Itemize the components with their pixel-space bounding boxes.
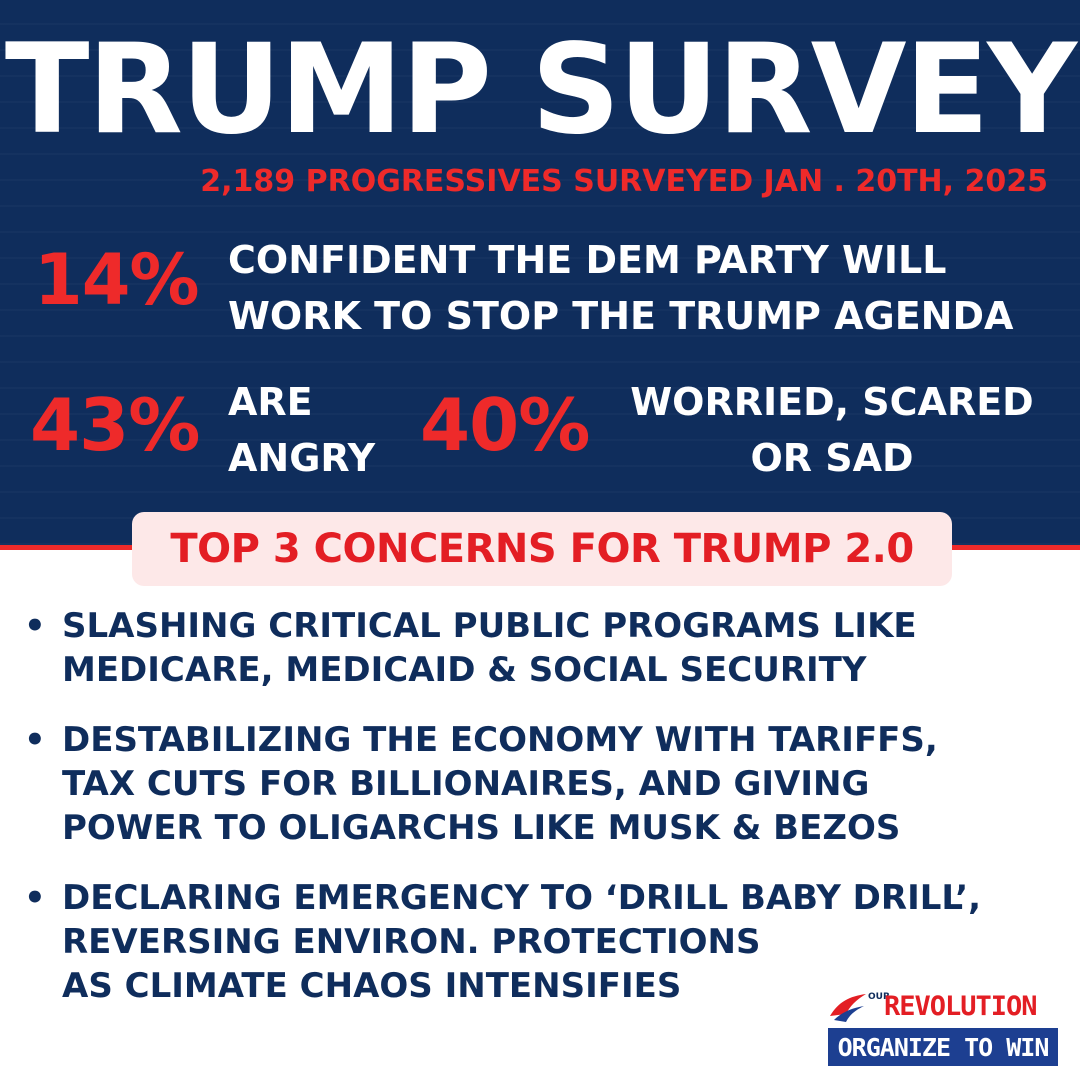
stat-worried-label: WORRIED, SCARED OR SAD <box>630 380 1034 480</box>
logo-tagline-bar: ORGANIZE TO WIN <box>828 1028 1058 1066</box>
list-item: • DECLARING EMERGENCY TO ‘DRILL BABY DRI… <box>24 876 1054 1008</box>
concern-text: DESTABILIZING THE ECONOMY WITH TARIFFS, … <box>62 720 938 848</box>
concern-text: DECLARING EMERGENCY TO ‘DRILL BABY DRILL… <box>62 878 982 1006</box>
list-item: • DESTABILIZING THE ECONOMY WITH TARIFFS… <box>24 718 1054 850</box>
our-revolution-logo: OUR REVOLUTION ORGANIZE TO WIN <box>828 990 1058 1066</box>
stat-angry-value: 43% <box>30 383 200 467</box>
stat-angry-label: ARE ANGRY <box>228 380 376 480</box>
bullet-icon: • <box>24 720 46 760</box>
concerns-heading: TOP 3 CONCERNS FOR TRUMP 2.0 <box>170 526 914 572</box>
survey-subtitle: 2,189 PROGRESSIVES SURVEYED JAN . 20TH, … <box>200 164 1048 199</box>
page-title: TRUMP SURVEY <box>4 18 1077 162</box>
logo-revolution-text: REVOLUTION <box>884 991 1038 1022</box>
header-panel: TRUMP SURVEY 2,189 PROGRESSIVES SURVEYED… <box>0 0 1080 545</box>
bullet-icon: • <box>24 878 46 918</box>
logo-our-text: OUR <box>868 992 890 1002</box>
logo-top-row: OUR REVOLUTION <box>828 990 1058 1026</box>
concerns-list: • SLASHING CRITICAL PUBLIC PROGRAMS LIKE… <box>24 604 1054 1034</box>
stat-confident-label: CONFIDENT THE DEM PARTY WILL WORK TO STO… <box>228 238 1014 338</box>
logo-tagline: ORGANIZE TO WIN <box>837 1032 1050 1062</box>
concerns-heading-box: TOP 3 CONCERNS FOR TRUMP 2.0 <box>132 512 952 586</box>
stat-confident-value: 14% <box>34 239 200 321</box>
list-item: • SLASHING CRITICAL PUBLIC PROGRAMS LIKE… <box>24 604 1054 692</box>
bird-icon <box>830 994 866 1022</box>
stat-worried-value: 40% <box>420 383 590 467</box>
concern-text: SLASHING CRITICAL PUBLIC PROGRAMS LIKE M… <box>62 606 917 690</box>
bullet-icon: • <box>24 606 46 646</box>
